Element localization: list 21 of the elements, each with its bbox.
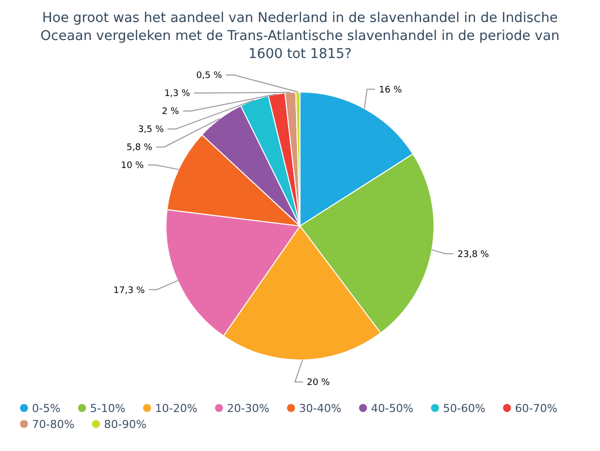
legend-label: 60-70% (515, 402, 558, 415)
data-label: 16 % (379, 85, 402, 96)
data-label: 0,5 % (196, 71, 222, 82)
data-label: 5,8 % (126, 143, 153, 154)
legend-label: 70-80% (32, 418, 74, 431)
data-label: 3,5 % (138, 125, 164, 136)
legend-label: 20-30% (227, 402, 270, 415)
legend-label: 5-10% (90, 402, 126, 415)
legend-label: 40-50% (371, 402, 414, 415)
data-label: 20 % (306, 378, 330, 388)
legend-label: 30-40% (299, 402, 342, 415)
legend-label: 80-90% (104, 418, 146, 431)
data-label: 17,3 % (113, 286, 146, 296)
chart-title: Hoe groot was het aandeel van Nederland in de slavenhandel in de Indische Oceaan vergeleken met de Trans-Atlantische slavenhandel in de periode van 1600 tot 1815? (40, 10, 560, 62)
data-label: 2 % (162, 107, 180, 118)
data-label: 1,3 % (164, 89, 190, 100)
data-label: 10 % (120, 161, 144, 172)
data-label: 23,8 % (458, 250, 490, 260)
legend-label: 10-20% (155, 402, 198, 415)
legend-label: 0-5% (32, 402, 60, 415)
legend-label: 50-60% (443, 402, 486, 415)
